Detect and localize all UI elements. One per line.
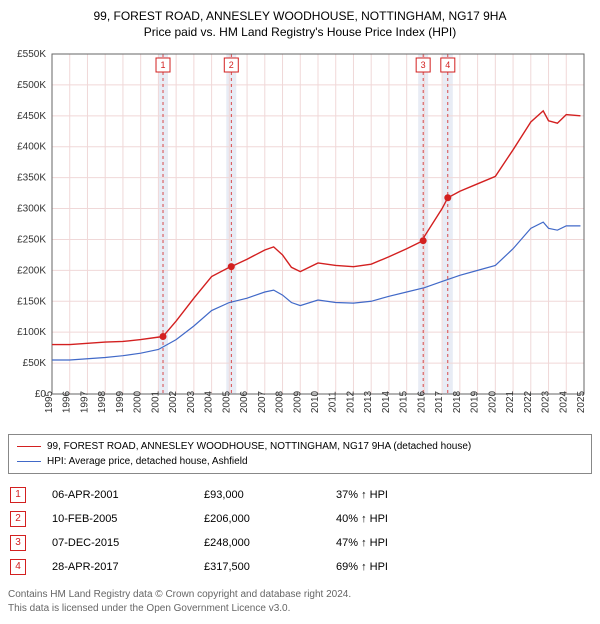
svg-text:2007: 2007: [257, 391, 268, 414]
svg-text:2010: 2010: [310, 391, 321, 414]
sale-marker-chip: 4: [10, 559, 26, 575]
table-row: 3 07-DEC-2015£248,00047% ↑ HPI: [10, 532, 590, 554]
table-row: 4 28-APR-2017£317,50069% ↑ HPI: [10, 556, 590, 578]
svg-text:2001: 2001: [150, 391, 161, 414]
svg-text:1: 1: [161, 60, 166, 70]
sale-marker-chip: 1: [10, 487, 26, 503]
svg-text:£450K: £450K: [17, 111, 46, 122]
sale-marker-chip: 2: [10, 511, 26, 527]
table-row: 1 06-APR-2001£93,00037% ↑ HPI: [10, 484, 590, 506]
svg-text:1995: 1995: [44, 391, 55, 414]
svg-text:£100K: £100K: [17, 328, 46, 339]
svg-text:2006: 2006: [239, 391, 250, 414]
sale-price: £93,000: [204, 484, 334, 506]
svg-text:2018: 2018: [452, 391, 463, 414]
svg-text:3: 3: [421, 60, 426, 70]
footnote-line: This data is licensed under the Open Gov…: [8, 602, 592, 616]
legend-label: HPI: Average price, detached house, Ashf…: [47, 454, 248, 469]
svg-text:£150K: £150K: [17, 297, 46, 308]
sale-pct: 69% ↑ HPI: [336, 556, 590, 578]
sale-date: 28-APR-2017: [52, 556, 202, 578]
footnote: Contains HM Land Registry data © Crown c…: [8, 588, 592, 616]
sale-date: 10-FEB-2005: [52, 508, 202, 530]
svg-text:4: 4: [445, 60, 450, 70]
table-row: 2 10-FEB-2005£206,00040% ↑ HPI: [10, 508, 590, 530]
svg-text:2004: 2004: [204, 391, 215, 414]
svg-text:2012: 2012: [345, 391, 356, 414]
svg-text:2009: 2009: [292, 391, 303, 414]
svg-text:1997: 1997: [79, 391, 90, 414]
svg-text:2022: 2022: [523, 391, 534, 414]
svg-text:2008: 2008: [275, 391, 286, 414]
svg-text:2002: 2002: [168, 391, 179, 414]
svg-text:2011: 2011: [328, 391, 339, 413]
svg-text:£500K: £500K: [17, 80, 46, 91]
sale-price: £206,000: [204, 508, 334, 530]
svg-text:£50K: £50K: [23, 358, 47, 369]
svg-text:1999: 1999: [115, 391, 126, 414]
legend-row: HPI: Average price, detached house, Ashf…: [17, 454, 583, 469]
svg-text:2003: 2003: [186, 391, 197, 414]
sale-pct: 37% ↑ HPI: [336, 484, 590, 506]
svg-text:£250K: £250K: [17, 235, 46, 246]
sale-price: £248,000: [204, 532, 334, 554]
svg-text:1998: 1998: [97, 391, 108, 414]
title-line-1: 99, FOREST ROAD, ANNESLEY WOODHOUSE, NOT…: [8, 8, 592, 24]
svg-text:2019: 2019: [470, 391, 481, 414]
svg-text:£300K: £300K: [17, 204, 46, 215]
svg-text:£550K: £550K: [17, 49, 46, 60]
legend-swatch: [17, 446, 41, 447]
sale-marker-chip: 3: [10, 535, 26, 551]
chart-title: 99, FOREST ROAD, ANNESLEY WOODHOUSE, NOT…: [8, 8, 592, 40]
svg-text:2025: 2025: [576, 391, 587, 414]
svg-text:2000: 2000: [133, 391, 144, 414]
sale-pct: 40% ↑ HPI: [336, 508, 590, 530]
sale-date: 07-DEC-2015: [52, 532, 202, 554]
svg-text:2016: 2016: [416, 391, 427, 414]
svg-text:2: 2: [229, 60, 234, 70]
sale-pct: 47% ↑ HPI: [336, 532, 590, 554]
svg-text:2021: 2021: [505, 391, 516, 414]
svg-text:2023: 2023: [541, 391, 552, 414]
svg-text:£400K: £400K: [17, 142, 46, 153]
price-chart: £0£50K£100K£150K£200K£250K£300K£350K£400…: [8, 46, 592, 426]
svg-text:£350K: £350K: [17, 173, 46, 184]
legend-swatch: [17, 461, 41, 462]
footnote-line: Contains HM Land Registry data © Crown c…: [8, 588, 592, 602]
svg-text:2017: 2017: [434, 391, 445, 414]
sales-table: 1 06-APR-2001£93,00037% ↑ HPI 2 10-FEB-2005…: [8, 482, 592, 580]
sale-price: £317,500: [204, 556, 334, 578]
svg-text:2005: 2005: [221, 391, 232, 414]
legend: 99, FOREST ROAD, ANNESLEY WOODHOUSE, NOT…: [8, 434, 592, 474]
svg-text:1996: 1996: [62, 391, 73, 414]
title-line-2: Price paid vs. HM Land Registry's House …: [8, 24, 592, 40]
svg-text:2014: 2014: [381, 391, 392, 414]
sale-date: 06-APR-2001: [52, 484, 202, 506]
legend-label: 99, FOREST ROAD, ANNESLEY WOODHOUSE, NOT…: [47, 439, 471, 454]
svg-text:2015: 2015: [399, 391, 410, 414]
svg-text:2020: 2020: [487, 391, 498, 414]
legend-row: 99, FOREST ROAD, ANNESLEY WOODHOUSE, NOT…: [17, 439, 583, 454]
svg-text:2024: 2024: [558, 391, 569, 414]
svg-text:£200K: £200K: [17, 266, 46, 277]
svg-text:2013: 2013: [363, 391, 374, 414]
